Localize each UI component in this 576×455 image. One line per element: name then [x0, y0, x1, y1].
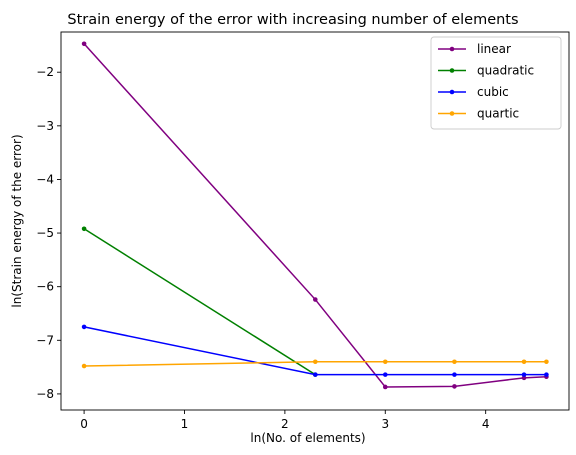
data-point-linear [521, 375, 527, 381]
data-point-quartic [313, 359, 318, 365]
data-point-linear [81, 41, 87, 47]
legend-marker-cubic [449, 89, 455, 95]
x-tick-label: 3 [381, 417, 389, 431]
legend-marker-quadratic [449, 68, 455, 73]
y-tick-label: −5 [36, 226, 54, 240]
legend-label: linear [477, 42, 511, 56]
data-point-cubic [544, 372, 549, 377]
series-line-linear [83, 43, 547, 388]
x-tick-label: 2 [281, 417, 289, 431]
data-point-quadratic [81, 226, 87, 232]
data-point-quartic [544, 359, 549, 365]
legend-label: cubic [477, 85, 509, 99]
y-tick-label: −6 [36, 280, 54, 294]
data-point-quartic [452, 359, 457, 365]
series-layer [81, 41, 549, 390]
x-axis-label: ln(No. of elements) [250, 431, 365, 445]
chart-title: Strain energy of the error with increasi… [67, 12, 518, 28]
series-line-cubic [83, 326, 547, 376]
data-point-cubic [382, 372, 388, 377]
data-point-linear [452, 384, 457, 389]
data-point-cubic [81, 324, 87, 330]
data-point-cubic [521, 372, 527, 377]
data-point-cubic [313, 372, 318, 377]
y-tick-label: −8 [36, 387, 54, 401]
x-axis: 0 1 2 3 4 [80, 410, 489, 431]
x-tick-label: 1 [181, 417, 189, 431]
y-axis: −2 −3 −4 −5 −6 −7 −8 [36, 65, 61, 401]
legend-label: quartic [477, 107, 519, 121]
data-point-linear [382, 384, 388, 390]
plot-frame [60, 31, 570, 411]
data-point-cubic [452, 372, 457, 377]
y-tick-label: −7 [36, 333, 54, 347]
data-point-quartic [382, 359, 388, 365]
data-point-quartic [81, 363, 87, 369]
legend-frame [430, 36, 562, 130]
data-point-quartic [521, 359, 527, 365]
x-tick-label: 0 [80, 417, 88, 431]
legend: linear quadratic cubic quartic [430, 36, 562, 130]
y-tick-label: −4 [36, 172, 54, 186]
y-tick-label: −2 [36, 65, 54, 79]
y-tick-label: −3 [36, 119, 54, 133]
legend-marker-linear [449, 46, 455, 52]
series-line-quartic [84, 360, 547, 367]
x-tick-label: 4 [482, 417, 490, 431]
series-line-quadratic [83, 228, 316, 376]
legend-label: quadratic [477, 64, 534, 78]
legend-marker-quartic [449, 111, 455, 116]
y-axis-label: ln(Strain energy of the error) [10, 134, 24, 307]
data-point-linear [313, 297, 318, 302]
